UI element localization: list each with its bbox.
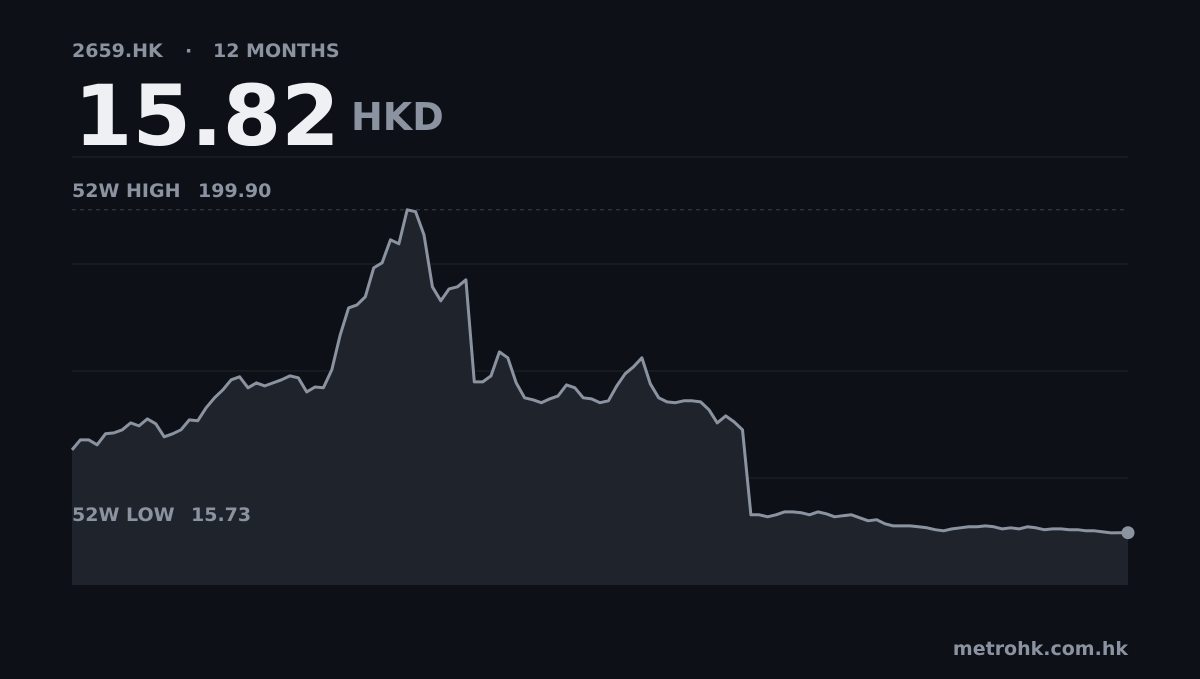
area (72, 209, 1128, 586)
high-label: 52W HIGH (72, 180, 180, 202)
price-line (70, 208, 1128, 535)
source: metrohk.com.hk (953, 638, 1128, 660)
period: 12 MONTHS (213, 40, 340, 62)
separator: · (185, 40, 192, 62)
ticker: 2659.HK (72, 40, 164, 62)
low-value: 15.73 (191, 504, 251, 526)
high-value: 199.90 (198, 180, 271, 202)
price: 15.82 (74, 67, 340, 165)
last-point (1121, 526, 1135, 540)
currency: HKD (351, 95, 444, 139)
low-label: 52W LOW (72, 504, 175, 526)
